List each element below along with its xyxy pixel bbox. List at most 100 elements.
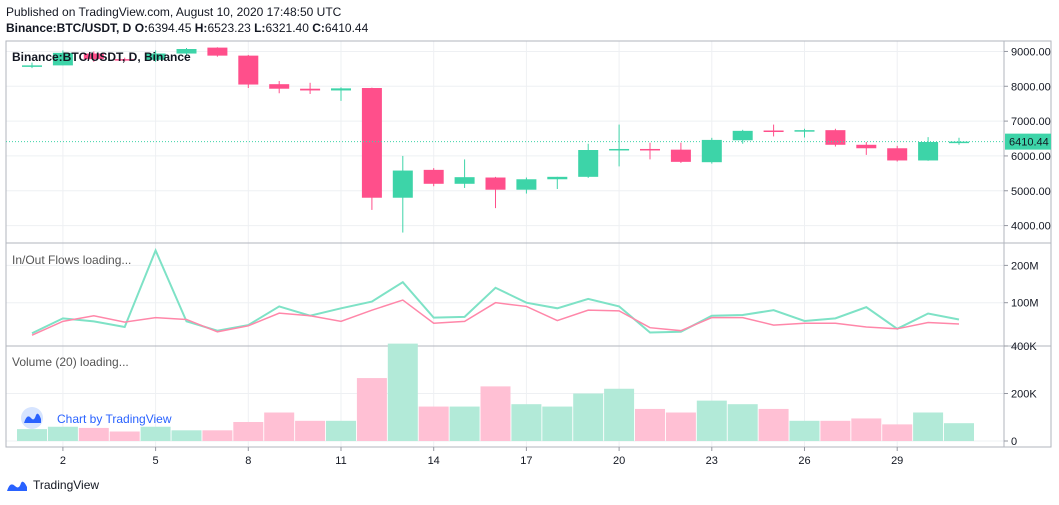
- candle-body: [949, 141, 969, 144]
- x-tick-label: 2: [60, 455, 66, 467]
- flow-tick-label: 200M: [1011, 260, 1039, 272]
- candle-body: [516, 179, 537, 190]
- x-tick-label: 17: [520, 455, 532, 467]
- volume-bar: [233, 422, 264, 441]
- volume-bar: [696, 400, 727, 441]
- candle-body: [732, 130, 753, 141]
- candle-body: [331, 88, 351, 91]
- candle-body: [794, 130, 815, 132]
- volume-bar: [789, 420, 820, 441]
- price-pane-title: Binance:BTC/USDT, D, Binance: [12, 50, 191, 64]
- candle-body: [670, 149, 691, 162]
- candle-body: [763, 130, 784, 133]
- candle-body: [22, 65, 42, 67]
- x-tick-label: 29: [891, 455, 903, 467]
- watermark-logo-icon: [21, 407, 43, 429]
- price-tick-label: 4000.00: [1011, 221, 1051, 233]
- candle-body: [918, 142, 939, 161]
- volume-tick-label: 200K: [1011, 389, 1037, 401]
- close-label: C:: [312, 21, 325, 35]
- price-tick-label: 5000.00: [1011, 186, 1051, 198]
- volume-bar: [913, 412, 944, 441]
- high-value: 6523.23: [207, 21, 251, 35]
- price-tick-label: 7000.00: [1011, 116, 1051, 128]
- volume-bar: [140, 426, 171, 441]
- candle-body: [269, 84, 290, 89]
- price-tick-label: 6000.00: [1011, 151, 1051, 163]
- volume-bar: [882, 424, 913, 441]
- candle-body: [145, 53, 166, 60]
- candle-body: [609, 148, 630, 151]
- candle-body: [640, 148, 660, 151]
- published-line: Published on TradingView.com, August 10,…: [6, 5, 342, 19]
- volume-bar: [449, 406, 480, 441]
- price-tick-label: 8000.00: [1011, 81, 1051, 93]
- x-tick-label: 14: [428, 455, 440, 467]
- volume-bar: [480, 386, 511, 441]
- volume-tick-label: 0: [1011, 436, 1017, 448]
- volume-tick-label: 400K: [1011, 341, 1037, 353]
- tradingview-footer[interactable]: TradingView: [6, 478, 99, 492]
- volume-bar: [727, 404, 758, 441]
- candle-body: [887, 148, 908, 161]
- volume-bar: [295, 420, 326, 441]
- chart-watermark: Chart by TradingView: [21, 407, 172, 429]
- flow-series-line: [31, 247, 960, 335]
- watermark-text: Chart by TradingView: [57, 412, 172, 426]
- candle-body: [856, 144, 877, 149]
- candle-body: [392, 170, 413, 198]
- tradingview-logo-icon: [7, 481, 27, 491]
- candle-body: [547, 176, 568, 180]
- candle-body: [207, 47, 228, 56]
- low-value: 6321.40: [265, 21, 309, 35]
- flow-tick-label: 100M: [1011, 298, 1039, 310]
- volume-bar: [171, 430, 202, 441]
- candle-body: [485, 177, 506, 190]
- volume-bar: [356, 378, 387, 441]
- candle-body: [114, 59, 135, 61]
- watermark-logo-shape: [24, 413, 41, 423]
- candle-body: [361, 88, 382, 198]
- x-tick-label: 8: [245, 455, 251, 467]
- candle-body: [176, 49, 197, 54]
- volume-bar: [604, 388, 635, 441]
- low-label: L:: [254, 21, 266, 35]
- last-price-badge: [1005, 133, 1051, 150]
- volume-bar: [109, 431, 140, 441]
- volume-bar: [944, 423, 974, 441]
- footer-brand: TradingView: [33, 478, 100, 492]
- flows-pane-title: In/Out Flows loading...: [12, 253, 131, 267]
- volume-bar: [78, 427, 109, 441]
- symbol-label: Binance:BTC/USDT, D: [6, 21, 132, 35]
- volume-bar: [387, 343, 418, 441]
- volume-bar: [635, 408, 665, 441]
- volume-bar: [47, 426, 78, 441]
- chart-border: [5, 40, 1052, 448]
- candle-body: [423, 169, 444, 184]
- volume-bar: [573, 393, 604, 441]
- last-price-label: 6410.44: [1009, 137, 1049, 149]
- price-tick-label: 9000.00: [1011, 46, 1051, 58]
- volume-bar: [665, 412, 696, 441]
- candle-body: [83, 53, 104, 60]
- volume-bar: [326, 420, 356, 441]
- high-label: H:: [194, 21, 208, 35]
- candle-body: [701, 139, 722, 163]
- x-tick-label: 5: [153, 455, 159, 467]
- x-tick-label: 23: [706, 455, 718, 467]
- volume-bar: [542, 406, 573, 441]
- x-tick-label: 11: [335, 455, 346, 467]
- volume-bar: [202, 430, 233, 441]
- candle-body: [454, 177, 475, 184]
- volume-bar: [758, 408, 789, 441]
- flow-series-line: [31, 299, 960, 336]
- x-tick-label: 20: [613, 455, 625, 467]
- volume-bar: [851, 418, 882, 441]
- x-tick-label: 26: [798, 455, 810, 467]
- candle-body: [52, 52, 73, 66]
- close-value: 6410.44: [324, 21, 369, 35]
- volume-bar: [418, 406, 449, 441]
- volume-pane-title: Volume (20) loading...: [12, 355, 129, 369]
- volume-bar: [264, 412, 295, 441]
